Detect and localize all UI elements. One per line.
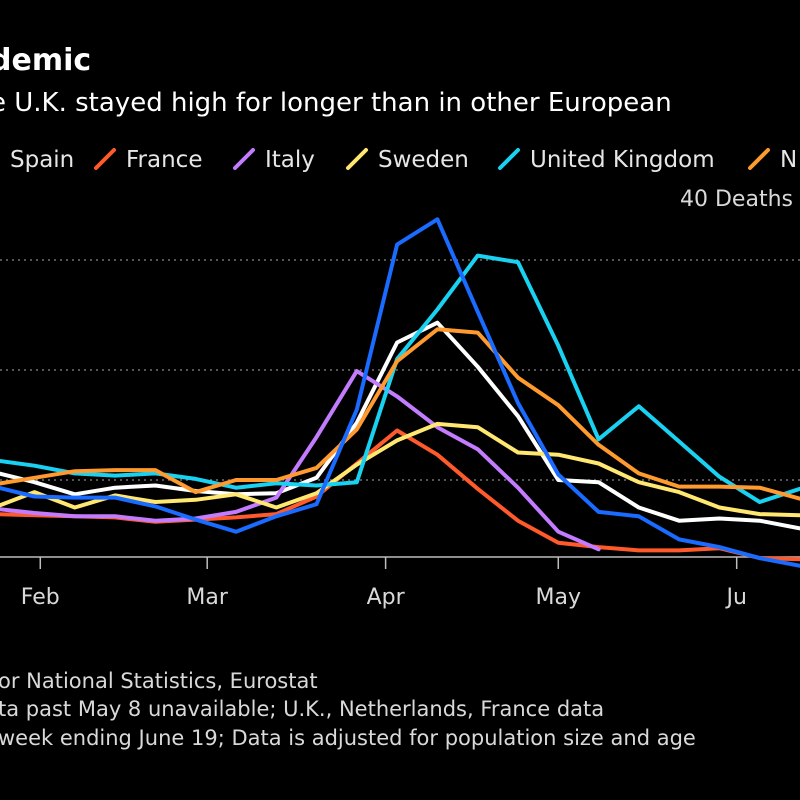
legend-item-united-kingdom: United Kingdom (498, 147, 715, 173)
footnote-note-2: week ending June 19; Data is adjusted fo… (0, 726, 696, 750)
series-line-sweden (0, 421, 800, 518)
chart-title: demic (0, 43, 91, 78)
legend-label-n: N (780, 147, 797, 173)
legend-item-sweden: Sweden (346, 147, 469, 173)
x-tick-label-may: May (536, 585, 581, 610)
legend-swatch-united-kingdom (498, 148, 520, 170)
footnote-source: or National Statistics, Eurostat (0, 669, 318, 693)
series-line-series-7 (0, 217, 800, 568)
series-line-n (0, 327, 800, 501)
y-unit-label: 40 Deaths (680, 187, 793, 212)
x-axis-ticks: Feb Mar Apr May Ju (21, 557, 747, 610)
legend-item-n: N (748, 147, 797, 173)
x-tick-label-ju: Ju (724, 585, 746, 610)
x-tick-label-apr: Apr (367, 585, 406, 610)
series-line-italy (0, 369, 601, 552)
legend-label-sweden: Sweden (378, 147, 469, 173)
gridlines (0, 259, 800, 481)
series-line-spain (0, 320, 800, 531)
legend-item-spain: Spain (10, 147, 74, 173)
series-line-united-kingdom (0, 253, 800, 504)
legend-item-france: France (94, 147, 202, 173)
legend-swatch-france (94, 148, 116, 170)
legend-swatch-italy (233, 148, 255, 170)
legend-label-spain: Spain (10, 147, 74, 173)
legend-swatch-n (748, 148, 770, 170)
legend-swatch-sweden (346, 148, 368, 170)
chart-subtitle: e U.K. stayed high for longer than in ot… (0, 88, 672, 118)
x-tick-label-feb: Feb (21, 585, 60, 610)
legend-item-italy: Italy (233, 147, 315, 173)
legend-label-united-kingdom: United Kingdom (530, 147, 715, 173)
legend-label-france: France (126, 147, 202, 173)
series-lines (0, 217, 800, 568)
x-tick-label-mar: Mar (186, 585, 228, 610)
legend-label-italy: Italy (265, 147, 315, 173)
footnote-note-1: ta past May 8 unavailable; U.K., Netherl… (0, 697, 604, 721)
legend: Spain France Italy Sweden United Kingdom N (10, 147, 797, 173)
